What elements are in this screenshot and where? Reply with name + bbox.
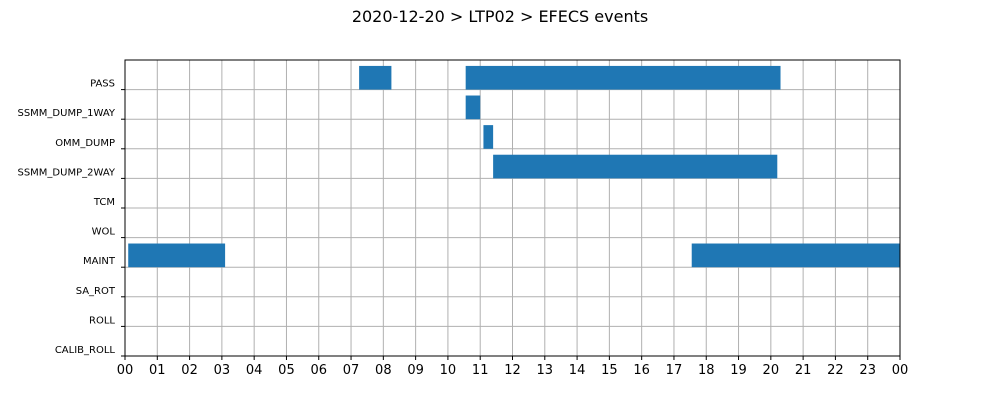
x-tick-label: 23 bbox=[859, 363, 876, 378]
x-tick-label: 03 bbox=[214, 363, 231, 378]
x-tick-label: 04 bbox=[246, 363, 263, 378]
x-tick-label: 18 bbox=[698, 363, 715, 378]
bars bbox=[128, 65, 900, 268]
x-tick-label: 05 bbox=[278, 363, 295, 378]
chart-title: 2020-12-20 > LTP02 > EFECS events bbox=[352, 7, 648, 26]
y-tick-label: MAINT bbox=[83, 256, 116, 267]
x-axis: 00 01 02 03 04 05 06 07 08 09 10 11 12 13 14 15 16 17 18 19… bbox=[117, 356, 909, 378]
event-bar bbox=[483, 125, 494, 149]
x-tick-label: 16 bbox=[633, 363, 650, 378]
x-tick-label: 11 bbox=[472, 363, 489, 378]
x-tick-label: 02 bbox=[181, 363, 198, 378]
x-tick-label: 09 bbox=[407, 363, 424, 378]
x-tick-label: 14 bbox=[569, 363, 586, 378]
y-tick-label: WOL bbox=[92, 227, 116, 238]
y-tick-label: ROLL bbox=[89, 315, 115, 326]
x-tick-label: 20 bbox=[763, 363, 780, 378]
grid bbox=[125, 60, 900, 356]
x-tick-label: 08 bbox=[375, 363, 392, 378]
y-tick-label: SA_ROT bbox=[76, 286, 116, 297]
x-tick-label: 07 bbox=[343, 363, 360, 378]
x-tick-label: 15 bbox=[601, 363, 618, 378]
event-bar bbox=[128, 243, 226, 268]
x-tick-label: 00 bbox=[117, 363, 134, 378]
y-tick-label: TCM bbox=[93, 197, 115, 208]
y-tick-label: SSMM_DUMP_2WAY bbox=[17, 167, 115, 178]
y-tick-label: OMM_DUMP bbox=[55, 138, 115, 149]
y-tick-label: CALIB_ROLL bbox=[55, 345, 116, 356]
y-tick-label: PASS bbox=[90, 79, 115, 90]
event-bar bbox=[691, 243, 900, 268]
x-tick-label: 19 bbox=[730, 363, 747, 378]
x-tick-label: 10 bbox=[440, 363, 457, 378]
x-tick-label: 12 bbox=[504, 363, 521, 378]
x-tick-label: 17 bbox=[666, 363, 683, 378]
x-tick-label: 22 bbox=[827, 363, 844, 378]
x-tick-label: 13 bbox=[537, 363, 554, 378]
event-bar bbox=[465, 65, 781, 90]
x-tick-label: 21 bbox=[795, 363, 812, 378]
event-bar bbox=[359, 65, 392, 90]
event-bar bbox=[493, 154, 778, 179]
y-axis: PASS SSMM_DUMP_1WAY OMM_DUMP SSMM_DUMP_2WAY… bbox=[17, 79, 125, 357]
x-tick-label: 01 bbox=[149, 363, 166, 378]
y-tick-label: SSMM_DUMP_1WAY bbox=[17, 108, 115, 119]
x-tick-label: 00 bbox=[892, 363, 909, 378]
x-tick-label: 06 bbox=[310, 363, 327, 378]
event-bar bbox=[465, 95, 481, 120]
